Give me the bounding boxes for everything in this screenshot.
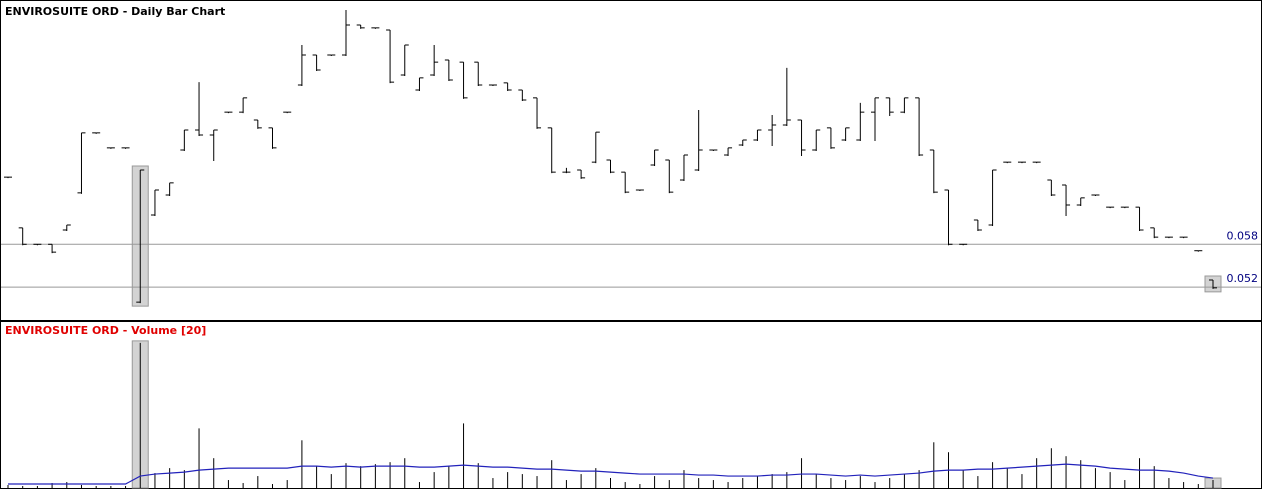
y-tick-label: 0.058 — [1227, 229, 1259, 242]
price-panel — [0, 0, 1262, 321]
volume-panel — [0, 321, 1262, 489]
price-title: ENVIROSUITE ORD - Daily Bar Chart — [5, 5, 225, 18]
volume-title: ENVIROSUITE ORD - Volume [20] — [5, 324, 206, 337]
y-tick-label: 0.052 — [1227, 272, 1259, 285]
volume-average — [8, 463, 1214, 485]
